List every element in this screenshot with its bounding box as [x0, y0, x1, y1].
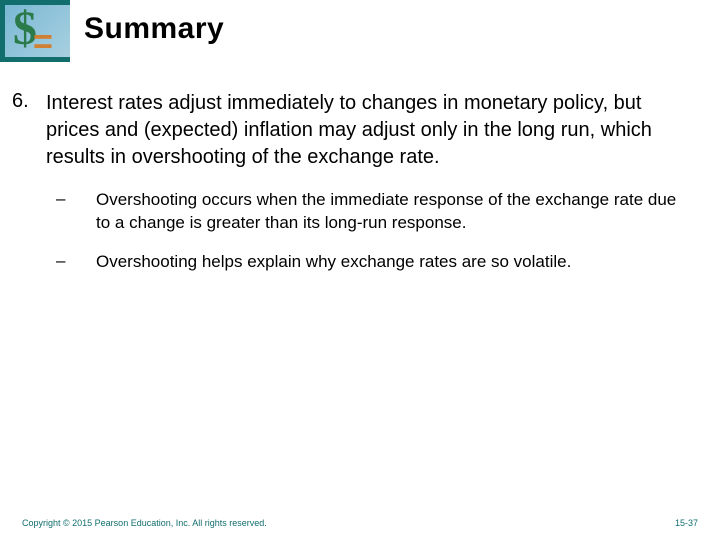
copyright-text: Copyright © 2015 Pearson Education, Inc.…: [22, 518, 267, 528]
page-number: 15-37: [675, 518, 698, 528]
sub-bullet-text: Overshooting helps explain why exchange …: [96, 251, 571, 274]
sub-bullet-text: Overshooting occurs when the immediate r…: [96, 189, 690, 235]
footer: Copyright © 2015 Pearson Education, Inc.…: [0, 518, 720, 528]
sub-bullet: – Overshooting occurs when the immediate…: [10, 189, 690, 235]
content-area: 6. Interest rates adjust immediately to …: [0, 62, 720, 274]
bullet-number: 6.: [10, 90, 46, 171]
header: $ = Summary: [0, 0, 720, 62]
sub-bullet-dash: –: [56, 251, 96, 274]
slide-title: Summary: [70, 0, 224, 46]
main-bullet: 6. Interest rates adjust immediately to …: [10, 90, 690, 171]
sub-bullet-dash: –: [56, 189, 96, 235]
slide-icon: $ =: [0, 0, 70, 62]
equals-icon: =: [33, 23, 53, 62]
bullet-text: Interest rates adjust immediately to cha…: [46, 90, 690, 171]
sub-bullet: – Overshooting helps explain why exchang…: [10, 251, 690, 274]
